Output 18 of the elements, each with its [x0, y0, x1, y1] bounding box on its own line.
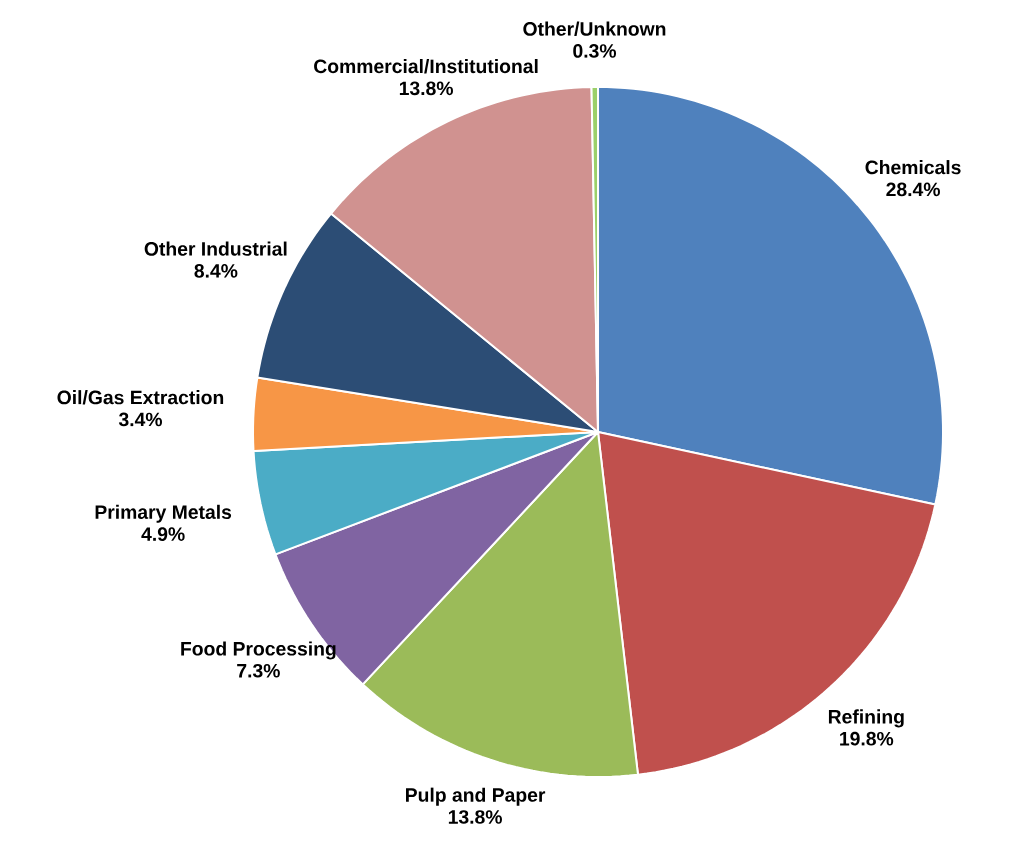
data-label: 19.8% — [840, 731, 894, 746]
data-label: 7.3% — [237, 663, 280, 678]
data-label: 28.4% — [886, 182, 940, 197]
slice-label: Other Industrial — [144, 241, 287, 256]
data-label: 13.8% — [448, 810, 502, 824]
slice-label: Food Processing — [181, 641, 336, 660]
slice-label: Commercial/Institutional — [314, 58, 538, 74]
data-label: 3.4% — [118, 412, 163, 427]
slice-label: Pulp and Paper — [406, 787, 546, 806]
data-label: 0.3% — [573, 44, 617, 58]
data-label: 8.4% — [194, 264, 238, 278]
slice-label: Chemicals — [865, 160, 961, 175]
slice-label: Oil/Gas Extraction — [57, 390, 224, 405]
slice-label: Refining — [828, 709, 904, 728]
slice-label: Other/Unknown — [523, 21, 666, 36]
slice-label: Primary Metals — [95, 504, 232, 523]
data-label: 13.8% — [399, 81, 453, 96]
data-label: 4.9% — [141, 527, 185, 541]
